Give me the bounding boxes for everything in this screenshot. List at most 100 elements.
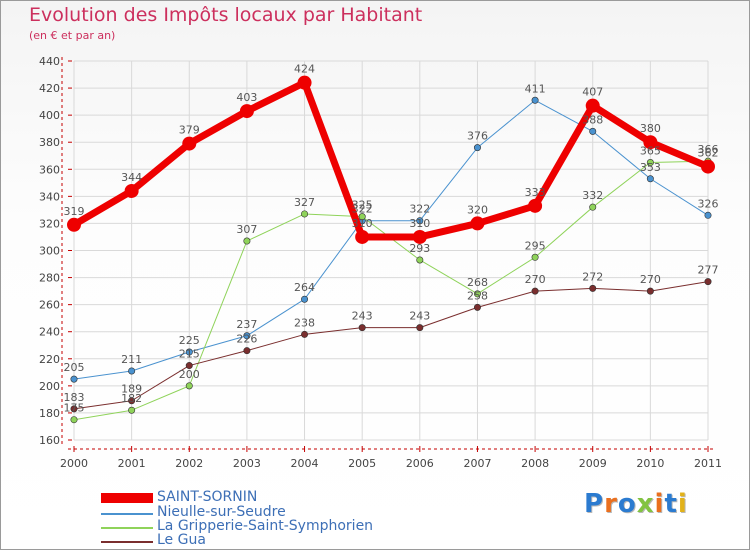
axes: 160 180 200 220 240 260 280 300 320 340 360 380 400 4… — [39, 55, 722, 470]
y-tick-label: 280 — [39, 272, 60, 285]
data-point — [585, 98, 600, 113]
data-point — [473, 144, 481, 152]
data-label: 264 — [294, 281, 315, 294]
data-label: 238 — [294, 316, 315, 329]
data-point — [589, 284, 597, 292]
data-label: 325 — [352, 199, 373, 212]
proxiti-logo: Proxiti — [584, 489, 688, 519]
data-point — [243, 237, 251, 245]
y-tick-label: 440 — [39, 55, 60, 68]
data-label: 272 — [582, 270, 603, 283]
series-line — [73, 99, 709, 380]
y-tick-label: 360 — [39, 163, 60, 176]
data-point — [416, 324, 424, 332]
data-point — [589, 127, 597, 135]
legend-swatch — [101, 493, 153, 503]
data-label: 353 — [640, 161, 661, 174]
data-label: 320 — [467, 203, 488, 216]
data-point — [416, 256, 424, 264]
x-tick-label: 2007 — [463, 457, 491, 470]
logo-letter: r — [604, 489, 618, 519]
data-label: 295 — [525, 239, 546, 252]
data-label: 183 — [64, 391, 85, 404]
data-label: 175 — [64, 402, 85, 415]
data-label: 225 — [179, 334, 200, 347]
legend-label: La Gripperie-Saint-Symphorien — [157, 518, 374, 534]
data-point — [470, 216, 485, 231]
data-point — [531, 287, 539, 295]
data-point — [70, 375, 78, 383]
y-tick-label: 220 — [39, 353, 60, 366]
y-tick-label: 300 — [39, 245, 60, 258]
x-tick-label: 2009 — [579, 457, 607, 470]
data-label: 243 — [409, 310, 430, 323]
data-label: 310 — [409, 217, 430, 230]
logo-letter: i — [677, 489, 688, 519]
data-point — [70, 405, 78, 413]
legend-swatch — [101, 527, 153, 529]
x-tick-label: 2001 — [118, 457, 146, 470]
logo-letter: t — [664, 489, 678, 519]
series-line — [73, 281, 709, 410]
series-line — [73, 160, 709, 421]
x-tick-label: 2003 — [233, 457, 261, 470]
data-label: 215 — [179, 348, 200, 361]
chart-title: Evolution des Impôts locaux par Habitant — [29, 4, 423, 26]
data-label: 277 — [698, 264, 719, 277]
data-label: 322 — [409, 203, 430, 216]
data-label: 332 — [582, 189, 603, 202]
data-point — [128, 406, 136, 414]
data-label: 226 — [236, 333, 257, 346]
data-point — [531, 96, 539, 104]
y-tick-label: 340 — [39, 190, 60, 203]
legend-swatch — [101, 513, 153, 515]
data-point — [704, 278, 712, 286]
data-point — [473, 290, 481, 298]
data-label: 211 — [121, 353, 142, 366]
y-tick-label: 260 — [39, 299, 60, 312]
data-point — [182, 136, 197, 151]
data-label: 327 — [294, 196, 315, 209]
chart-subtitle: (en € et par an) — [29, 29, 116, 42]
data-label: 380 — [640, 122, 661, 135]
legend-swatch — [101, 541, 153, 543]
x-tick-label: 2011 — [694, 457, 722, 470]
logo-letter: i — [654, 489, 665, 519]
y-tick-label: 380 — [39, 136, 60, 149]
data-point — [355, 229, 370, 244]
x-tick-label: 2002 — [175, 457, 203, 470]
data-point — [297, 75, 312, 90]
data-point — [239, 104, 254, 119]
data-label: 362 — [698, 147, 719, 160]
data-label: 268 — [467, 276, 488, 289]
data-point — [701, 159, 715, 174]
data-point — [185, 348, 193, 356]
x-tick-label: 2006 — [406, 457, 434, 470]
data-label: 319 — [64, 205, 85, 218]
data-label: 333 — [525, 186, 546, 199]
legend-label: SAINT-SORNIN — [157, 489, 258, 505]
y-tick-label: 160 — [39, 434, 60, 447]
y-tick-label: 400 — [39, 109, 60, 122]
data-label: 424 — [294, 63, 315, 76]
y-tick-label: 420 — [39, 82, 60, 95]
legend-label: Le Gua — [157, 532, 206, 548]
y-tick-label: 180 — [39, 407, 60, 420]
data-point — [128, 397, 136, 405]
data-point — [528, 198, 543, 213]
data-point — [531, 253, 539, 261]
data-point — [70, 416, 78, 424]
data-label: 379 — [179, 124, 200, 137]
data-point — [243, 332, 251, 340]
y-tick-label: 320 — [39, 217, 60, 230]
data-point — [589, 203, 597, 211]
data-point — [185, 382, 193, 390]
data-point — [301, 295, 309, 303]
data-point — [243, 347, 251, 355]
x-tick-label: 2004 — [291, 457, 319, 470]
logo-letter: o — [617, 489, 637, 519]
data-point — [646, 159, 654, 167]
